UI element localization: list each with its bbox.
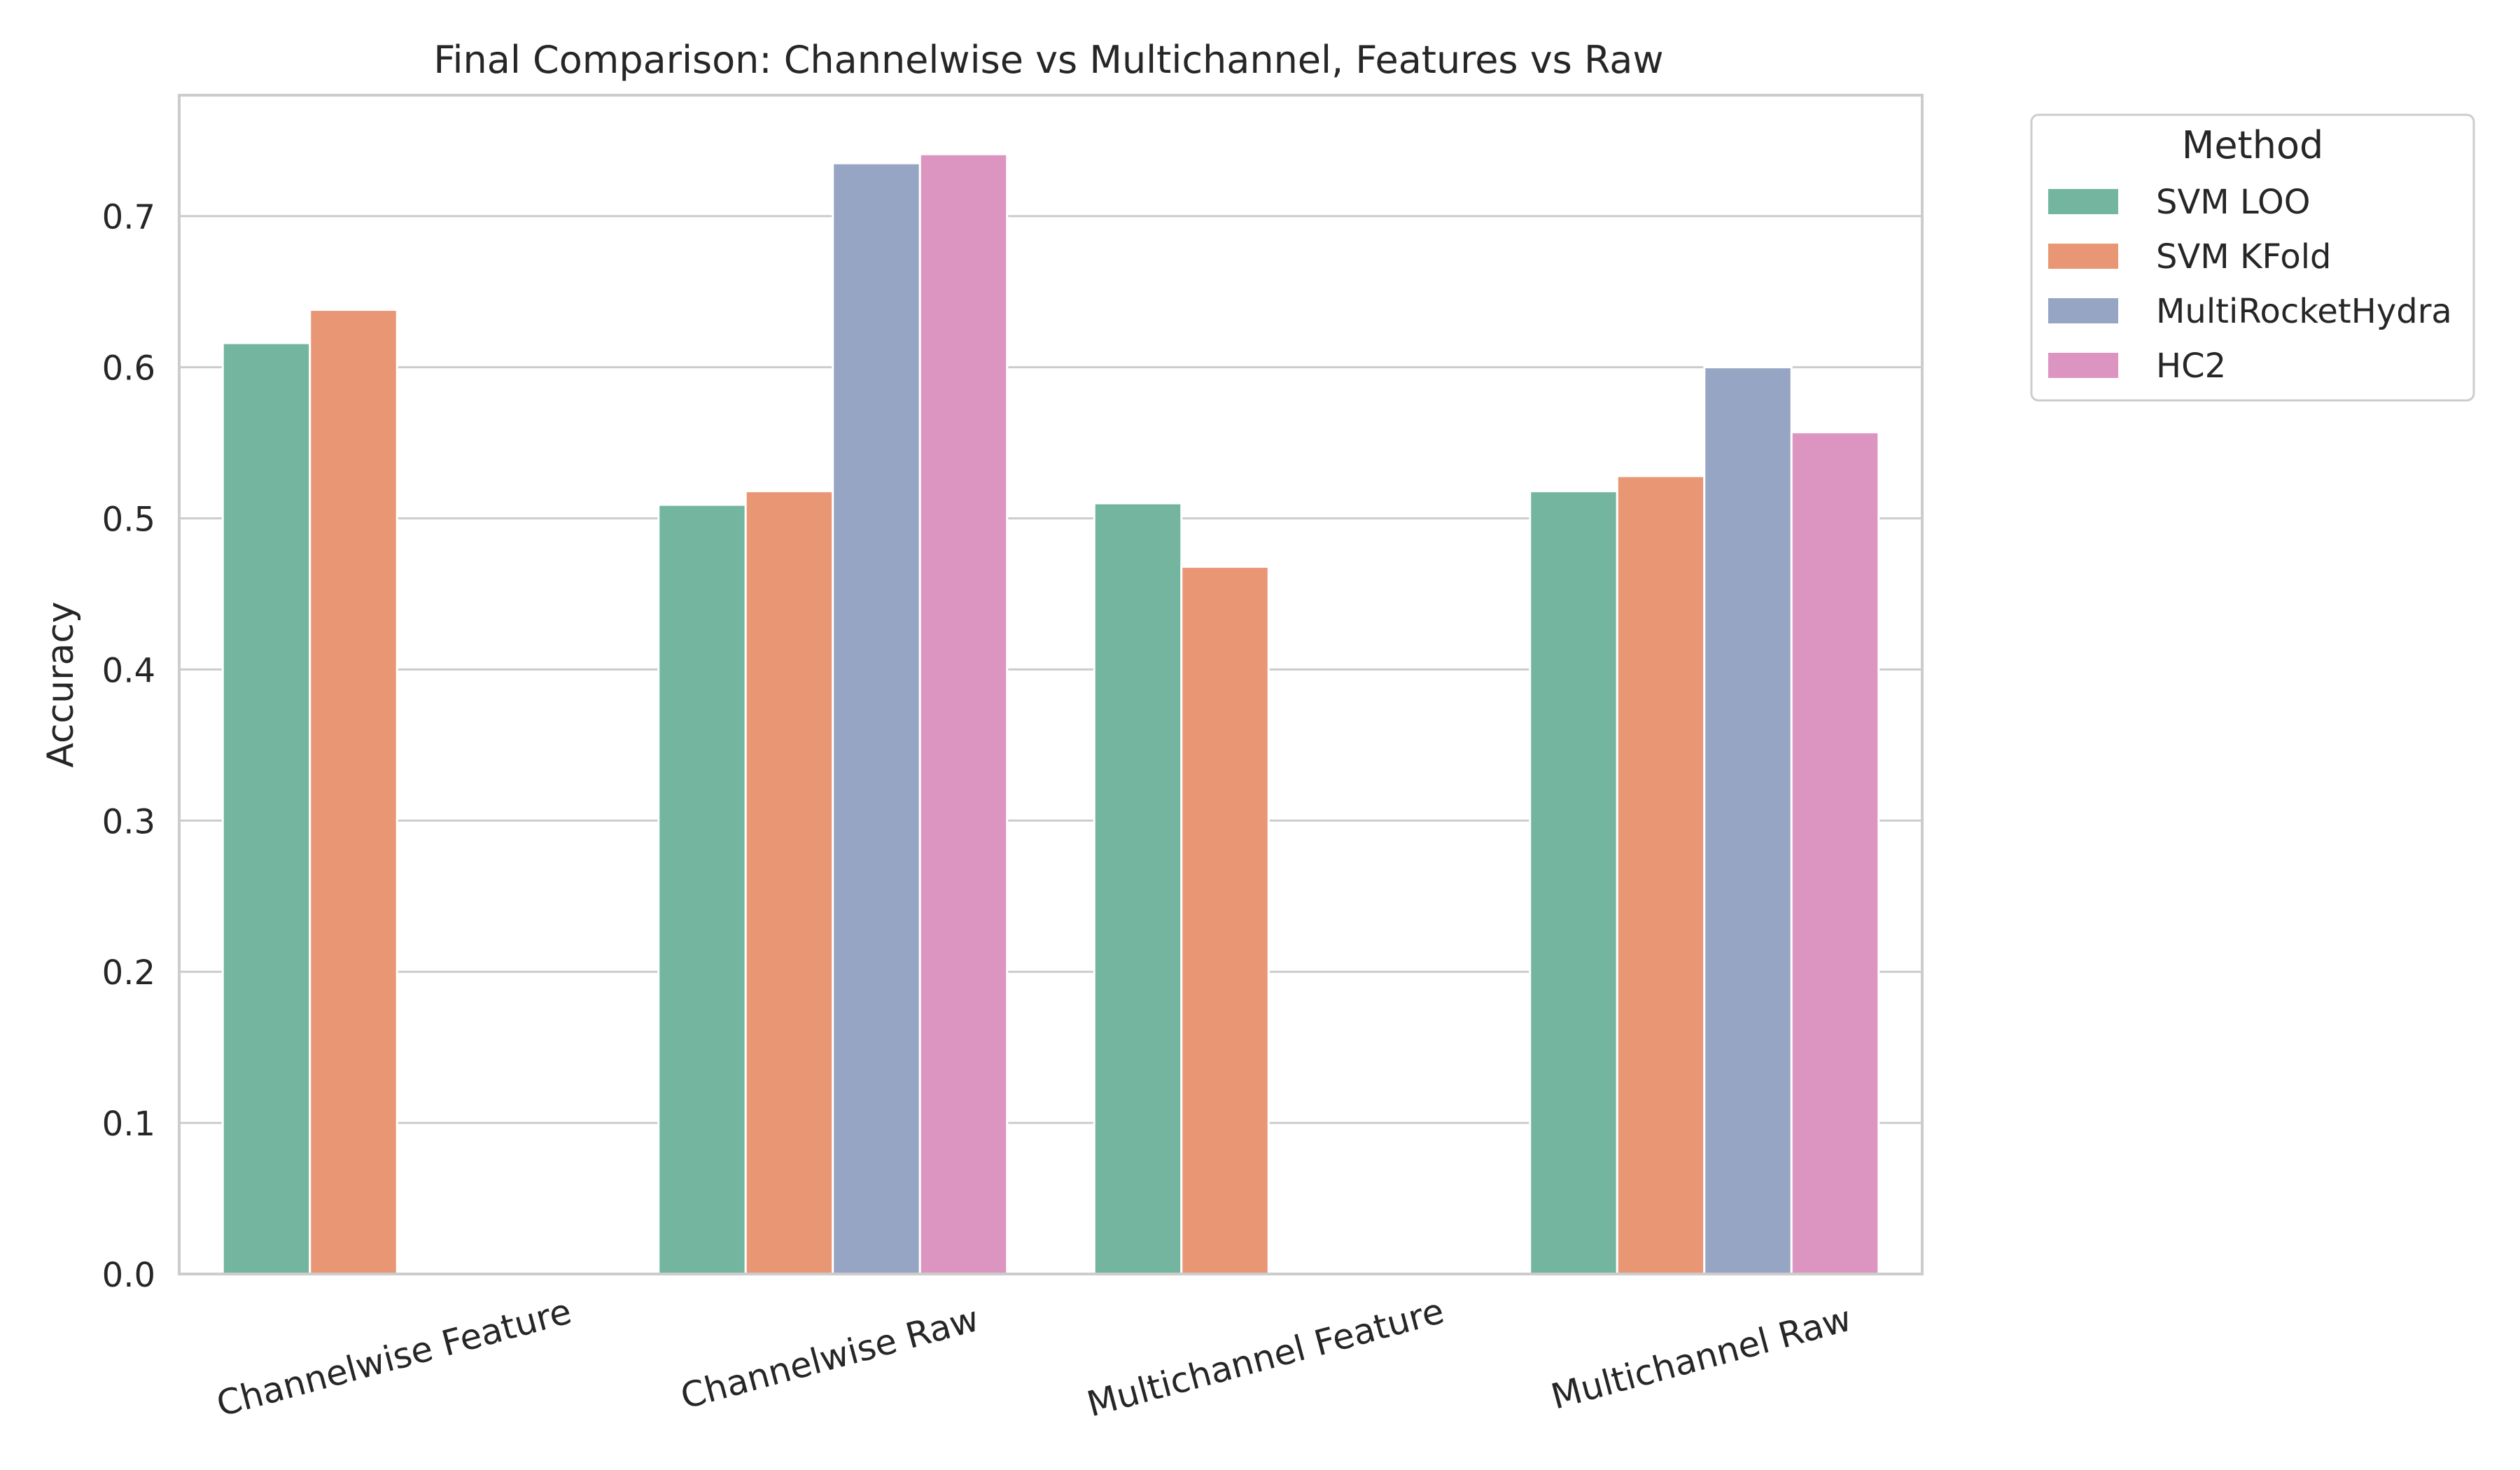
bar-svm-kfold <box>1616 475 1706 1275</box>
legend-label: HC2 <box>2156 346 2226 386</box>
y-tick-label: 0.1 <box>102 1105 155 1144</box>
bar-svm-loo <box>221 342 312 1275</box>
x-tick-label: Channelwise Feature <box>212 1291 575 1424</box>
legend-swatch <box>2048 298 2118 323</box>
bar-multirockethydra <box>832 162 921 1275</box>
y-axis-ticks: 0.0 0.1 0.2 0.3 0.4 0.5 0.6 0.7 <box>102 198 155 1295</box>
legend[interactable]: Method SVM LOO SVM KFold MultiRocketHydra H… <box>2030 113 2475 402</box>
legend-frame <box>2030 113 2475 402</box>
chart-title: Final Comparison: Channelwise vs Multich… <box>433 38 1663 82</box>
bars <box>221 153 1880 1275</box>
grid-lines <box>179 215 1922 1275</box>
bar-svm-kfold <box>309 309 398 1275</box>
bar-svm-loo <box>1093 502 1183 1275</box>
legend-title: Method <box>2182 123 2324 167</box>
bar-hc2 <box>918 153 1009 1275</box>
legend-label: SVM KFold <box>2156 237 2332 276</box>
plot-frame <box>178 94 1924 1275</box>
y-tick-label: 0.6 <box>102 349 155 388</box>
bar-svm-kfold <box>1180 566 1270 1275</box>
bar-hc2 <box>1790 430 1880 1275</box>
y-tick-label: 0.0 <box>102 1256 155 1295</box>
y-tick-label: 0.5 <box>102 500 155 540</box>
bar-svm-kfold <box>744 490 834 1275</box>
legend-swatch <box>2048 244 2118 269</box>
y-axis-label: Accuracy <box>40 601 82 767</box>
x-tick-label: Channelwise Raw <box>676 1298 983 1417</box>
x-tick-label: Multichannel Raw <box>1547 1298 1856 1417</box>
legend-swatch <box>2048 353 2118 378</box>
y-tick-label: 0.4 <box>102 651 155 690</box>
bar-multirockethydra <box>1703 366 1793 1275</box>
y-tick-label: 0.3 <box>102 802 155 841</box>
legend-label: MultiRocketHydra <box>2156 292 2452 331</box>
x-tick-label: Multichannel Feature <box>1083 1291 1448 1425</box>
x-axis-ticks: Channelwise Feature Channelwise Raw Multic… <box>212 1291 1856 1425</box>
legend-items: SVM LOO SVM KFold MultiRocketHydra HC2 <box>2048 183 2452 386</box>
y-tick-label: 0.7 <box>102 198 155 237</box>
bar-svm-loo <box>1529 490 1618 1275</box>
legend-swatch <box>2048 189 2118 214</box>
bar-svm-loo <box>657 503 747 1275</box>
legend-label: SVM LOO <box>2156 183 2311 222</box>
y-tick-label: 0.2 <box>102 953 155 993</box>
